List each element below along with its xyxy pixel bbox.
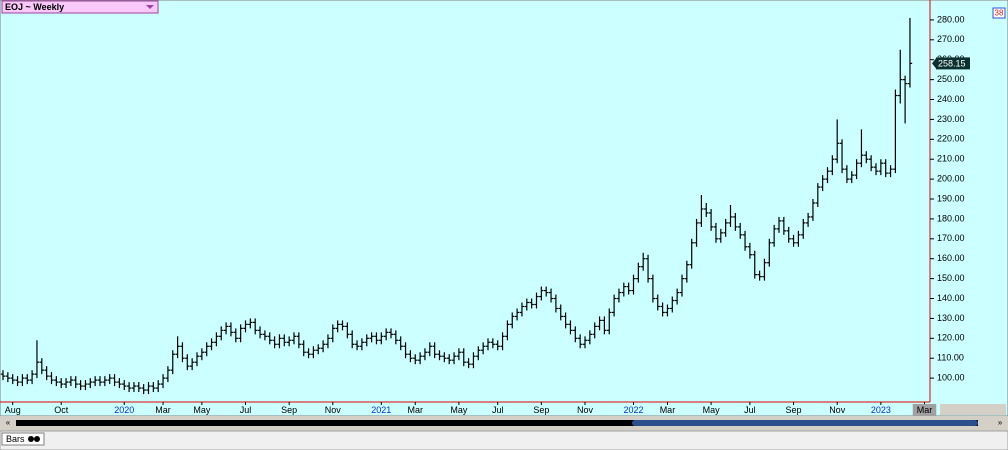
x-tick-highlight (912, 404, 937, 416)
x-tick-label: 2023 (871, 405, 891, 415)
tab[interactable] (1, 432, 45, 446)
dropdown-arrow[interactable] (146, 5, 154, 9)
x-tick-label: May (450, 405, 468, 415)
x-tick-label: Nov (577, 405, 594, 415)
badge[interactable] (992, 7, 1006, 19)
y-tick-label: 160.00 (937, 253, 965, 263)
x-tick-label: Mar (155, 405, 171, 415)
y-tick-label: 190.00 (937, 193, 965, 203)
x-tick-label: 2020 (114, 405, 134, 415)
x-tick-label: May (703, 405, 721, 415)
y-tick-label: 130.00 (937, 313, 965, 323)
y-tick-label: 210.00 (937, 154, 965, 164)
x-tick-label: Mar (917, 405, 933, 415)
x-tick-label: 2022 (623, 405, 643, 415)
x-tick-label: Sep (786, 405, 802, 415)
x-tick-label: Mar (660, 405, 676, 415)
x-tick-label: Aug (5, 405, 21, 415)
scroll-track[interactable] (16, 420, 978, 426)
plot-background (0, 0, 1008, 417)
symbol-label: EOJ ~ Weekly (5, 2, 64, 12)
y-tick-label: 100.00 (937, 372, 965, 382)
symbol-box[interactable] (1, 0, 159, 14)
last-price-label: 258.15 (938, 58, 966, 68)
y-tick-label: 220.00 (937, 134, 965, 144)
x-tick-label: Sep (533, 405, 549, 415)
x-tick-label: Sep (281, 405, 297, 415)
y-tick-label: 170.00 (937, 233, 965, 243)
tab-icon (28, 436, 34, 442)
y-tick-label: 140.00 (937, 293, 965, 303)
x-tick-label: Jul (240, 405, 252, 415)
x-tick-label: Mar (408, 405, 424, 415)
last-price-box (936, 57, 970, 70)
last-price-pointer (932, 58, 936, 69)
x-tick-label: Nov (829, 405, 846, 415)
y-tick-label: 250.00 (937, 74, 965, 84)
x-tick-label: Jul (744, 405, 756, 415)
tab-icon (34, 436, 40, 442)
x-tick-label: 2021 (371, 405, 391, 415)
toolbar (940, 404, 1006, 415)
x-tick-label: May (193, 405, 211, 415)
y-tick-label: 240.00 (937, 94, 965, 104)
x-tick-label: Jul (492, 405, 504, 415)
y-tick-label: 110.00 (937, 353, 964, 363)
scroll-right[interactable]: » (998, 418, 1003, 427)
x-tick-label: Nov (325, 405, 342, 415)
badge-label: 38 (995, 9, 1004, 18)
y-tick-label: 230.00 (937, 114, 965, 124)
tab-label: Bars (6, 434, 25, 444)
tab-bar (0, 430, 1008, 450)
y-tick-label: 280.00 (937, 14, 965, 24)
scroll-left[interactable]: « (6, 418, 11, 427)
y-tick-label: 270.00 (937, 34, 965, 44)
y-tick-label: 180.00 (937, 213, 965, 223)
y-tick-label: 120.00 (937, 333, 965, 343)
scroll-thumb[interactable] (632, 420, 978, 426)
x-tick-label: Oct (54, 405, 69, 415)
y-tick-label: 200.00 (937, 173, 965, 183)
y-tick-label: 150.00 (937, 273, 965, 283)
